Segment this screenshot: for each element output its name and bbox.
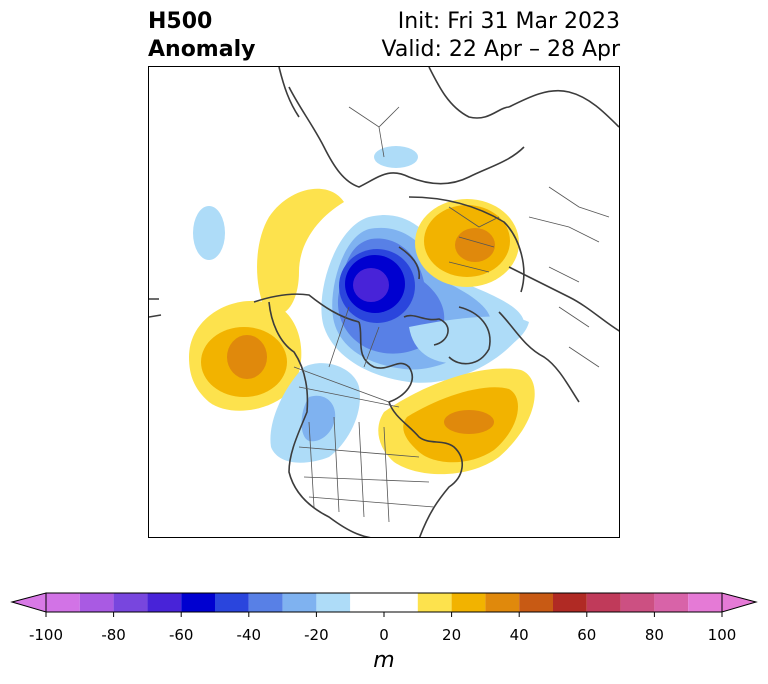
colorbar-cell <box>79 593 114 612</box>
colorbar-cell <box>350 593 418 612</box>
colorbar-cell <box>519 593 553 612</box>
anomaly-positive-yukon <box>257 188 344 315</box>
valid-period: Valid: 22 Apr – 28 Apr <box>381 37 621 62</box>
colorbar-cell <box>417 593 452 612</box>
title-right: Init: Fri 31 Mar 2023 Valid: 22 Apr – 28… <box>382 8 621 64</box>
colorbar-tick-label: -100 <box>28 626 64 644</box>
colorbar-cell <box>620 593 655 612</box>
colorbar-cell <box>451 593 486 612</box>
colorbar-tick-label: 60 <box>577 626 597 644</box>
colorbar-cell <box>553 593 587 612</box>
colorbar-tick-label: -80 <box>101 626 126 644</box>
colorbar-units: m <box>373 648 395 673</box>
western-trough <box>270 363 360 463</box>
colorbar-cell <box>181 593 215 612</box>
coastlines <box>149 67 619 537</box>
anomaly-negative-east-band <box>409 316 529 364</box>
colorbar-cell <box>215 593 249 612</box>
colorbar-cell <box>113 593 148 612</box>
colorbar-tick-label: -40 <box>236 626 262 644</box>
title-left: H500 Anomaly <box>148 8 255 64</box>
colorbar-tick-label: -20 <box>304 626 329 644</box>
siberia-high <box>415 199 519 287</box>
borders <box>293 106 610 523</box>
anomaly-negative-small-west <box>193 206 225 260</box>
map-canvas <box>149 67 619 537</box>
title-field: Anomaly <box>148 37 256 62</box>
northeast-high <box>378 368 535 475</box>
colorbar-cell <box>688 593 722 612</box>
colorbar-cell <box>654 593 689 612</box>
colorbar-tick-label: 80 <box>644 626 664 644</box>
colorbar-cell <box>248 593 283 612</box>
anomaly-negative-small-north <box>374 146 418 168</box>
colorbar-cell <box>485 593 520 612</box>
colorbar-tick-label: -60 <box>168 626 194 644</box>
colorbar-extend-high <box>721 592 758 613</box>
title-variable: H500 <box>148 9 213 34</box>
colorbar-cell <box>46 593 80 612</box>
colorbar <box>10 592 758 617</box>
colorbar-ticks <box>45 612 723 617</box>
colorbar-cell <box>282 593 317 612</box>
colorbar-tick-label: 20 <box>442 626 462 644</box>
gulf-of-alaska-high <box>189 300 302 411</box>
colorbar-cell <box>586 593 621 612</box>
colorbar-tick-label: 40 <box>509 626 529 644</box>
colorbar-cell <box>147 593 182 612</box>
anomaly-map <box>148 66 620 538</box>
init-time: Init: Fri 31 Mar 2023 <box>397 9 620 34</box>
colorbar-cells <box>46 593 722 612</box>
anomaly-fills <box>189 146 535 475</box>
colorbar-tick-label: 100 <box>707 626 737 644</box>
colorbar-cell <box>316 593 351 612</box>
colorbar-tick-label: 0 <box>379 626 389 644</box>
colorbar-extend-low <box>10 592 47 613</box>
